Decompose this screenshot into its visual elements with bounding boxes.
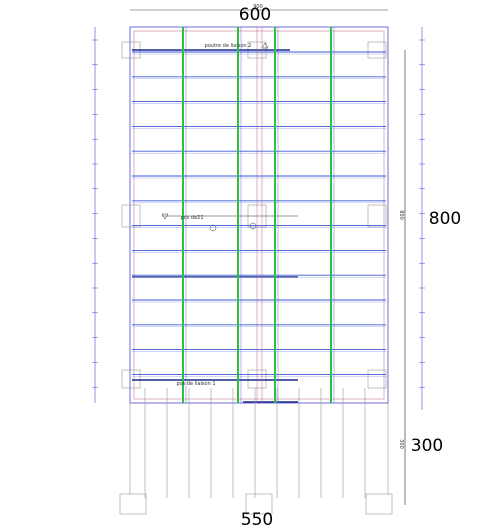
note: poutre de liaison 2 (205, 43, 252, 49)
note: pos de21 (180, 215, 203, 221)
dimension-label: 800 (429, 209, 461, 229)
dimension-label: 600 (239, 5, 271, 25)
dimension-label: 300 (411, 436, 443, 456)
structure (92, 9, 425, 515)
small-dimension: 300 (398, 439, 404, 449)
small-dimension: 800 (398, 210, 404, 220)
dimension-label: 550 (241, 510, 273, 529)
note: pos de liaison 1 (176, 381, 215, 387)
small-dimension: 900 (253, 4, 263, 10)
